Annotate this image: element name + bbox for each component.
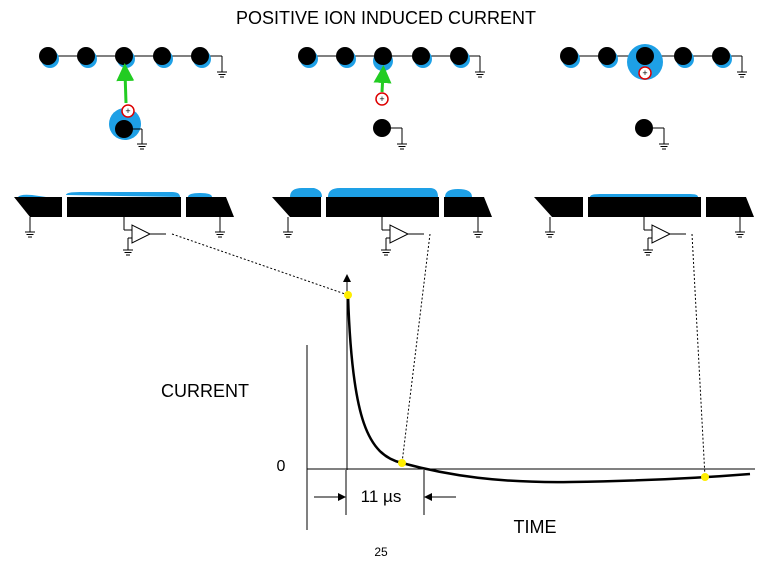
y-label: CURRENT — [161, 381, 249, 401]
ion-label: + — [642, 68, 647, 78]
ion-label: + — [379, 94, 384, 104]
zero-label: 0 — [277, 458, 286, 475]
x-label: TIME — [514, 517, 557, 537]
panel-3: + — [534, 44, 754, 255]
page-number: 25 — [374, 545, 388, 559]
ion-label: + — [125, 106, 130, 116]
title: POSITIVE ION INDUCED CURRENT — [236, 8, 536, 28]
interval-label: 11 µs — [361, 487, 402, 506]
graph: CURRENT 0 11 µs TIME — [161, 274, 755, 537]
panel-1: + — [14, 47, 234, 255]
panel-2: + — [272, 47, 492, 255]
